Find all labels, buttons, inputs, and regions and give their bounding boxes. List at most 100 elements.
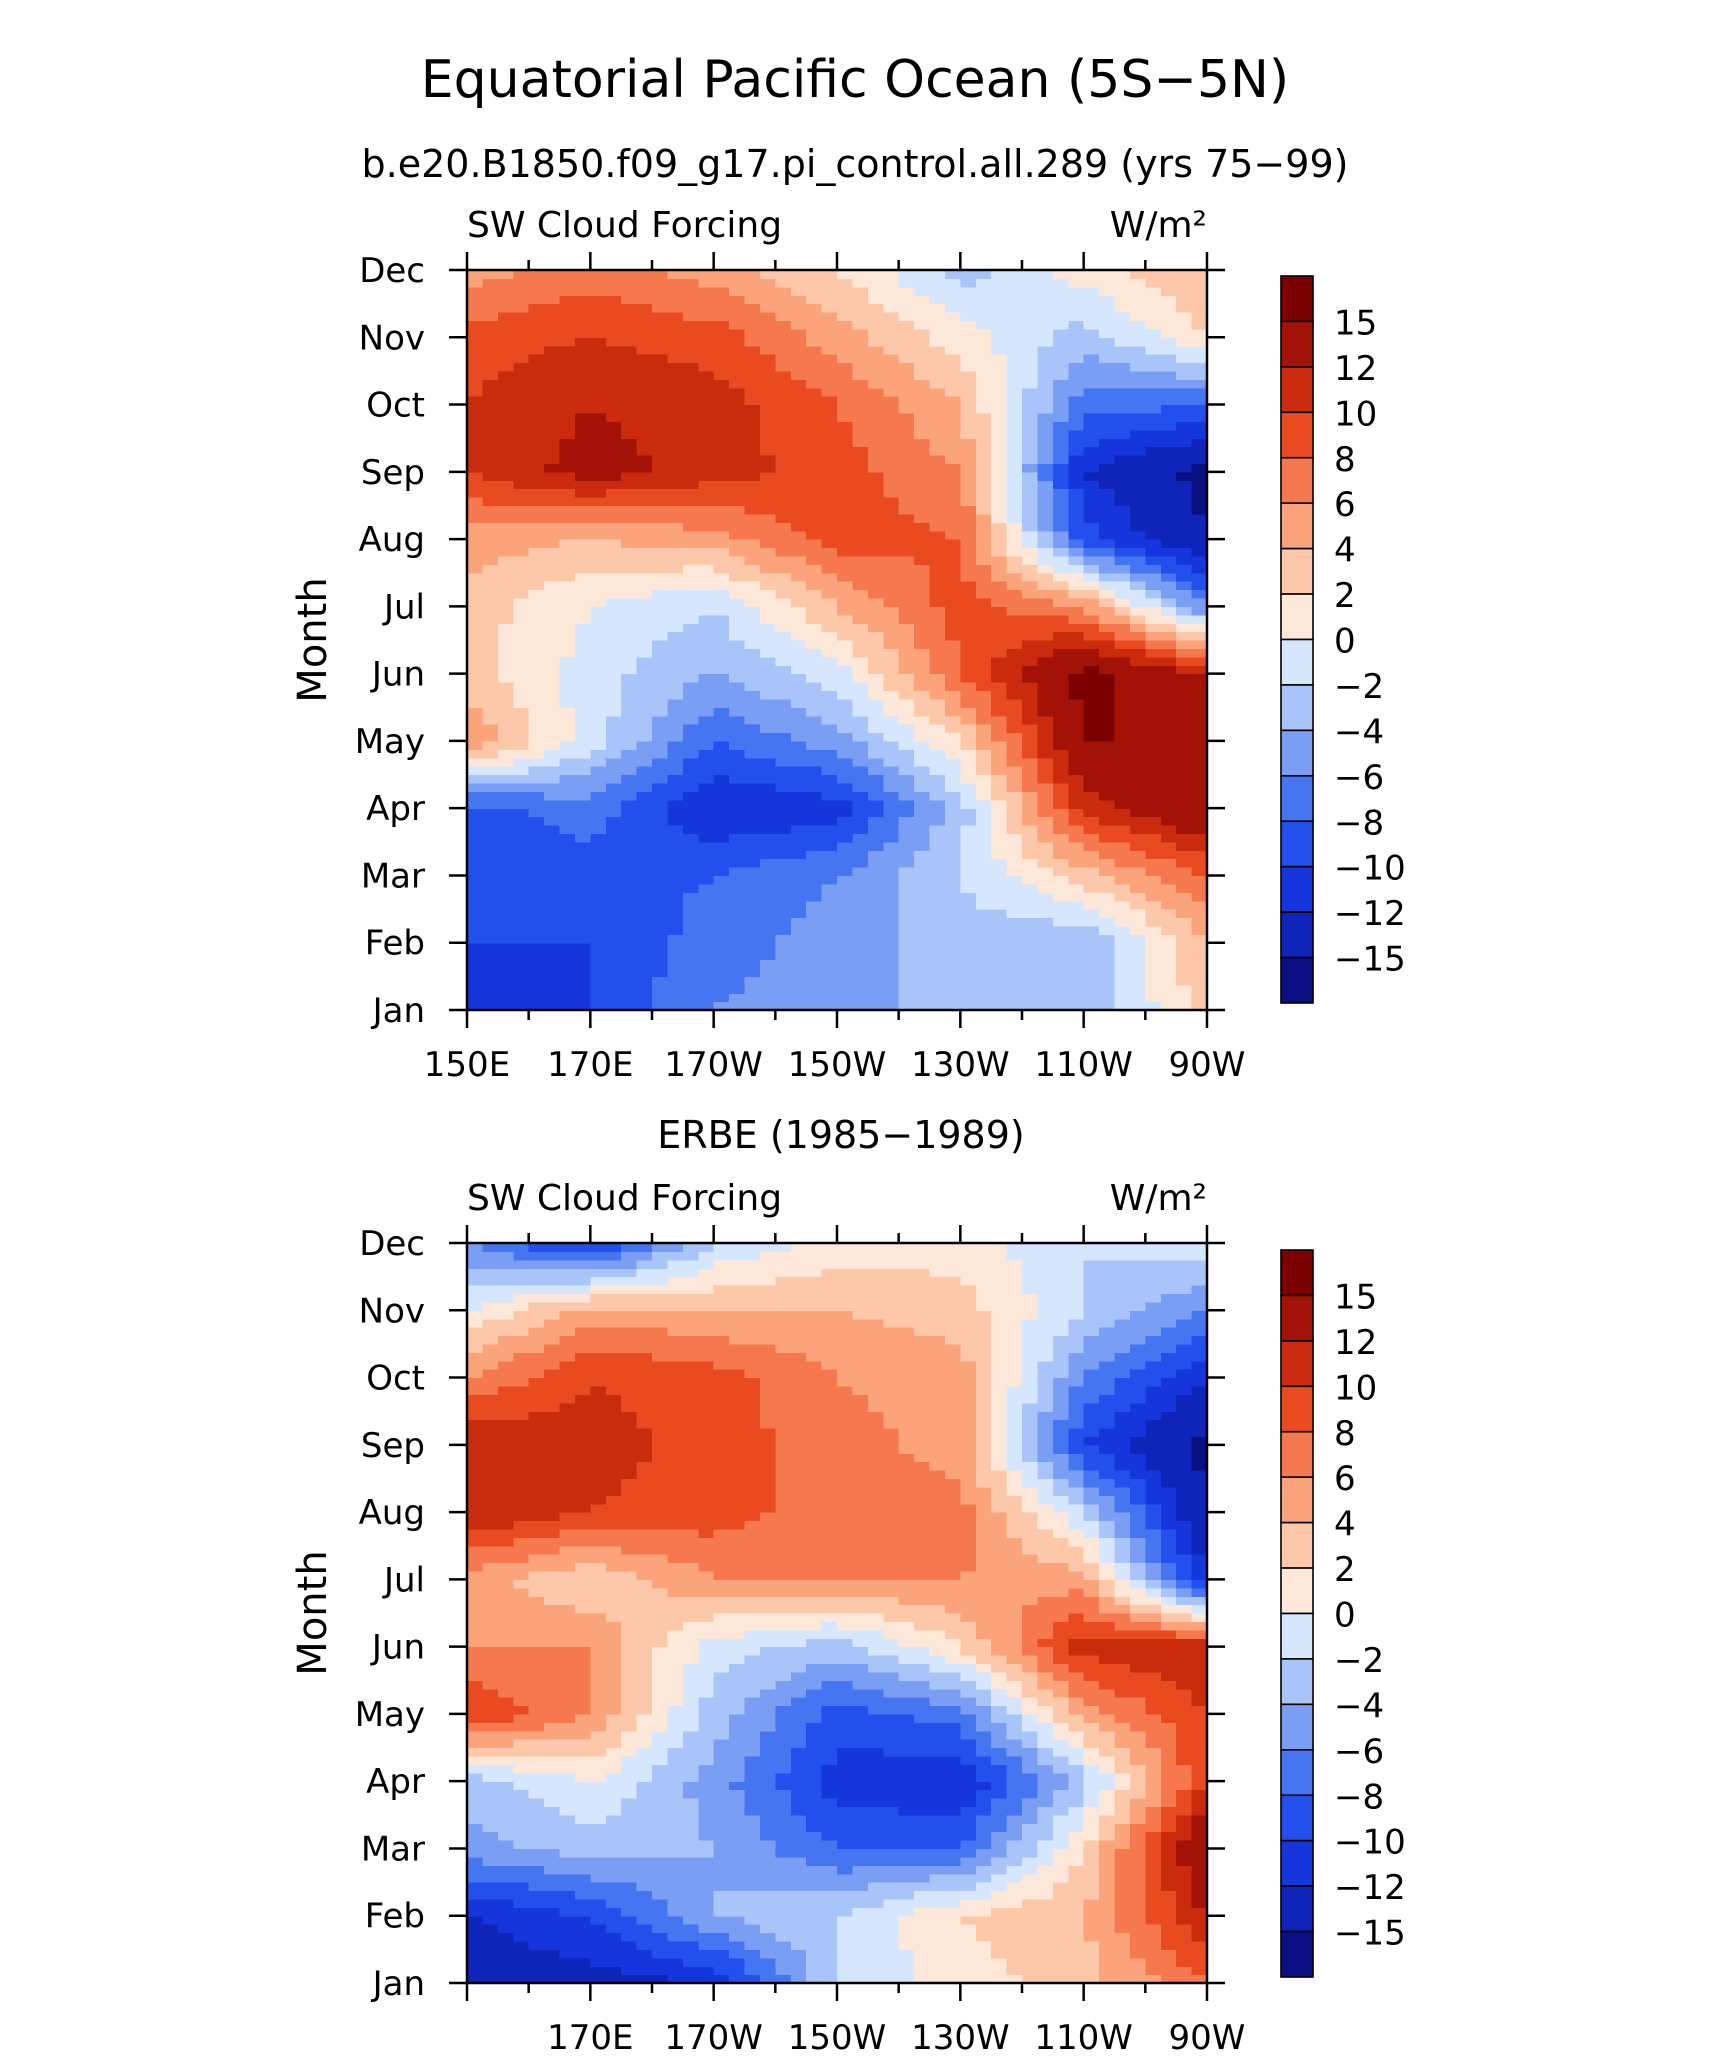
heatmap-cell [528, 1848, 545, 1858]
heatmap-cell [867, 597, 884, 607]
heatmap-cell [944, 455, 961, 465]
heatmap-cell [759, 471, 776, 481]
heatmap-cell [698, 850, 715, 860]
heatmap-cell [821, 547, 838, 557]
heatmap-cell [559, 1806, 576, 1816]
heatmap-cell [652, 816, 669, 826]
heatmap-cell [513, 606, 530, 616]
heatmap-cell [636, 295, 653, 305]
heatmap-cell [883, 539, 900, 549]
heatmap-cell [513, 1268, 530, 1278]
heatmap-cell [467, 1772, 484, 1782]
heatmap-cell [713, 404, 730, 414]
heatmap-cell [482, 1671, 499, 1681]
heatmap-cell [914, 379, 931, 389]
heatmap-cell [1176, 404, 1193, 414]
heatmap-cell [682, 312, 699, 322]
heatmap-cell [960, 1001, 977, 1011]
heatmap-cell [729, 328, 746, 338]
heatmap-cell [559, 1697, 576, 1707]
heatmap-cell [852, 841, 869, 851]
heatmap-cell [513, 1722, 530, 1732]
heatmap-cell [1037, 698, 1054, 708]
heatmap-cell [1052, 850, 1069, 860]
heatmap-cell [1114, 505, 1131, 515]
heatmap-cell [528, 270, 545, 280]
heatmap-cell [867, 673, 884, 683]
colorbar-box [1280, 320, 1314, 368]
heatmap-cell [914, 614, 931, 624]
heatmap-cell [1037, 497, 1054, 507]
heatmap-cell [867, 656, 884, 666]
heatmap-cell [991, 774, 1008, 784]
heatmap-cell [513, 757, 530, 767]
heatmap-cell [914, 749, 931, 759]
heatmap-cell [605, 740, 622, 750]
heatmap-cell [975, 547, 992, 557]
heatmap-cell [1068, 606, 1085, 616]
heatmap-cell [944, 539, 961, 549]
heatmap-cell [929, 892, 946, 902]
heatmap-cell [667, 480, 684, 490]
heatmap-cell [1191, 623, 1208, 633]
heatmap-cell [944, 614, 961, 624]
heatmap-cell [1099, 976, 1116, 986]
heatmap-cell [590, 597, 607, 607]
heatmap-cell [497, 597, 514, 607]
heatmap-cell [1114, 715, 1131, 725]
heatmap-cell [482, 1369, 499, 1379]
heatmap-cell [467, 976, 484, 986]
heatmap-cell [528, 1554, 545, 1564]
heatmap-cell [682, 833, 699, 843]
heatmap-cell [528, 1764, 545, 1774]
heatmap-cell [698, 673, 715, 683]
heatmap-cell [652, 370, 669, 380]
heatmap-cell [883, 833, 900, 843]
heatmap-cell [991, 808, 1008, 818]
heatmap-cell [528, 555, 545, 565]
heatmap-cell [1176, 396, 1193, 406]
heatmap-cell [1099, 354, 1116, 364]
heatmap-cell [482, 1562, 499, 1572]
heatmap-cell [1191, 833, 1208, 843]
heatmap-cell [544, 942, 561, 952]
heatmap-cell [497, 934, 514, 944]
heatmap-cell [759, 724, 776, 734]
heatmap-cell [806, 421, 823, 431]
heatmap-cell [605, 446, 622, 456]
heatmap-cell [729, 623, 746, 633]
heatmap-cell [482, 597, 499, 607]
heatmap-cell [652, 858, 669, 868]
heatmap-cell [975, 404, 992, 414]
heatmap-cell [652, 463, 669, 473]
heatmap-cell [528, 1360, 545, 1370]
heatmap-cell [1083, 286, 1100, 296]
heatmap-cell [729, 303, 746, 313]
heatmap-cell [605, 959, 622, 969]
heatmap-cell [1099, 488, 1116, 498]
heatmap-cell [636, 522, 653, 532]
heatmap-cell [574, 303, 591, 313]
heatmap-cell [559, 1663, 576, 1673]
heatmap-cell [482, 1377, 499, 1387]
heatmap-cell [775, 825, 792, 835]
heatmap-cell [991, 303, 1008, 313]
heatmap-cell [729, 993, 746, 1003]
heatmap-cell [991, 564, 1008, 574]
heatmap-cell [559, 1730, 576, 1740]
heatmap-cell [914, 421, 931, 431]
heatmap-cell [482, 404, 499, 414]
heatmap-cell [759, 362, 776, 372]
heatmap-cell [621, 412, 638, 422]
heatmap-cell [991, 976, 1008, 986]
heatmap-cell [497, 917, 514, 927]
heatmap-cell [467, 337, 484, 347]
heatmap-cell [1006, 555, 1023, 565]
heatmap-cell [944, 623, 961, 633]
heatmap-cell [605, 825, 622, 835]
heatmap-cell [929, 555, 946, 565]
heatmap-cell [621, 614, 638, 624]
heatmap-cell [513, 1276, 530, 1286]
heatmap-cell [759, 841, 776, 851]
heatmap-cell [898, 782, 915, 792]
